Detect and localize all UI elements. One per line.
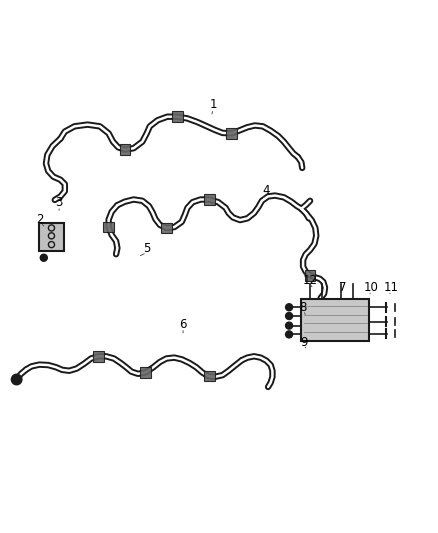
FancyBboxPatch shape [140, 367, 151, 378]
Circle shape [286, 312, 293, 319]
Text: 11: 11 [384, 281, 399, 294]
Text: 1: 1 [209, 98, 217, 111]
FancyBboxPatch shape [204, 371, 215, 381]
Text: 10: 10 [364, 281, 379, 294]
FancyBboxPatch shape [226, 128, 237, 139]
Circle shape [286, 331, 293, 338]
Text: 2: 2 [36, 213, 44, 226]
FancyBboxPatch shape [301, 300, 369, 341]
Circle shape [286, 322, 293, 329]
FancyBboxPatch shape [103, 222, 114, 232]
Circle shape [11, 374, 22, 385]
FancyBboxPatch shape [39, 223, 64, 251]
Text: 7: 7 [339, 281, 346, 294]
FancyBboxPatch shape [172, 111, 183, 122]
Circle shape [40, 254, 47, 261]
Circle shape [286, 304, 293, 311]
Text: 3: 3 [56, 197, 63, 209]
FancyBboxPatch shape [161, 223, 172, 233]
Text: 8: 8 [300, 301, 307, 314]
Text: 6: 6 [179, 318, 187, 331]
Text: 4: 4 [262, 184, 270, 197]
FancyBboxPatch shape [305, 270, 315, 280]
FancyBboxPatch shape [120, 144, 130, 155]
FancyBboxPatch shape [93, 351, 104, 361]
Text: 5: 5 [143, 243, 150, 255]
Text: 12: 12 [303, 273, 318, 287]
Text: 9: 9 [300, 336, 308, 349]
FancyBboxPatch shape [204, 194, 215, 205]
